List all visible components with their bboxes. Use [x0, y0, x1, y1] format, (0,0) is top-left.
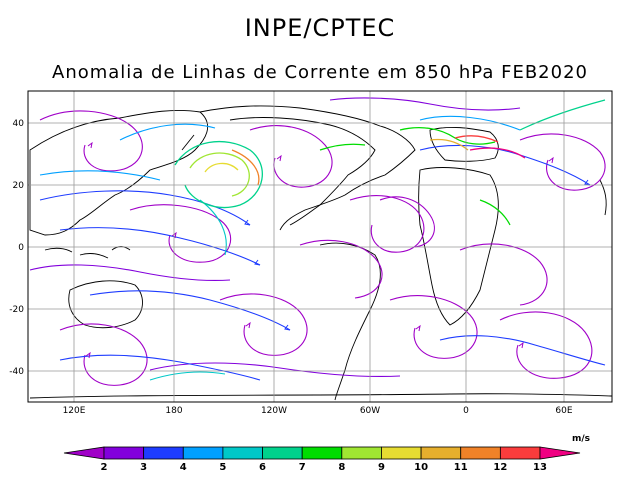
lon-tick: 180: [165, 406, 182, 416]
colorbar-swatch: [539, 446, 581, 460]
lat-tick: -40: [9, 367, 24, 377]
map-frame: [27, 90, 613, 403]
institution-header: INPE/CPTEC: [244, 14, 396, 42]
streamlines: [29, 97, 606, 386]
colorbar-swatch: [301, 446, 343, 460]
graticule: [28, 91, 612, 402]
colorbar-label: 10: [414, 462, 428, 473]
colorbar-swatch: [420, 446, 462, 460]
lon-tick: 120E: [63, 406, 86, 416]
lat-tick: 0: [18, 243, 24, 253]
colorbar-swatch: [460, 446, 501, 460]
colorbar-swatch: [262, 446, 303, 460]
colorbar: 2 3 4 5 6 7 8 9 10 11 12 13: [63, 446, 581, 473]
colorbar-label: 9: [378, 462, 385, 473]
colorbar-swatch: [499, 446, 541, 460]
longitude-ticks: 120E 180 120W 60W 0 60E: [63, 406, 573, 416]
colorbar-swatch: [143, 446, 184, 460]
colorbar-label: 6: [259, 462, 266, 473]
lat-tick: -20: [9, 305, 24, 315]
colorbar-label: 4: [180, 462, 187, 473]
lon-tick: 0: [463, 406, 469, 416]
colorbar-label: 7: [299, 462, 306, 473]
colorbar-label: 5: [219, 462, 226, 473]
colorbar-swatch: [381, 446, 422, 460]
map-title: Anomalia de Linhas de Corrente em 850 hP…: [52, 62, 588, 83]
lon-tick: 120W: [261, 406, 287, 416]
colorbar-units: m/s: [572, 434, 590, 444]
colorbar-label: 2: [101, 462, 108, 473]
colorbar-swatch: [103, 446, 145, 460]
colorbar-label: 12: [493, 462, 507, 473]
lon-tick: 60W: [360, 406, 380, 416]
map-panel: [27, 90, 613, 403]
colorbar-swatch: [182, 446, 224, 460]
lon-tick: 60E: [555, 406, 572, 416]
colorbar-swatch: [222, 446, 263, 460]
colorbar-swatch: [341, 446, 382, 460]
colorbar-swatch: [63, 446, 105, 460]
lat-tick: 40: [13, 119, 25, 129]
lat-tick: 20: [13, 181, 25, 191]
colorbar-label: 11: [454, 462, 468, 473]
colorbar-label: 13: [533, 462, 547, 473]
colorbar-label: 3: [140, 462, 147, 473]
colorbar-label: 8: [338, 462, 345, 473]
latitude-ticks: 40 20 0 -20 -40: [9, 119, 24, 377]
